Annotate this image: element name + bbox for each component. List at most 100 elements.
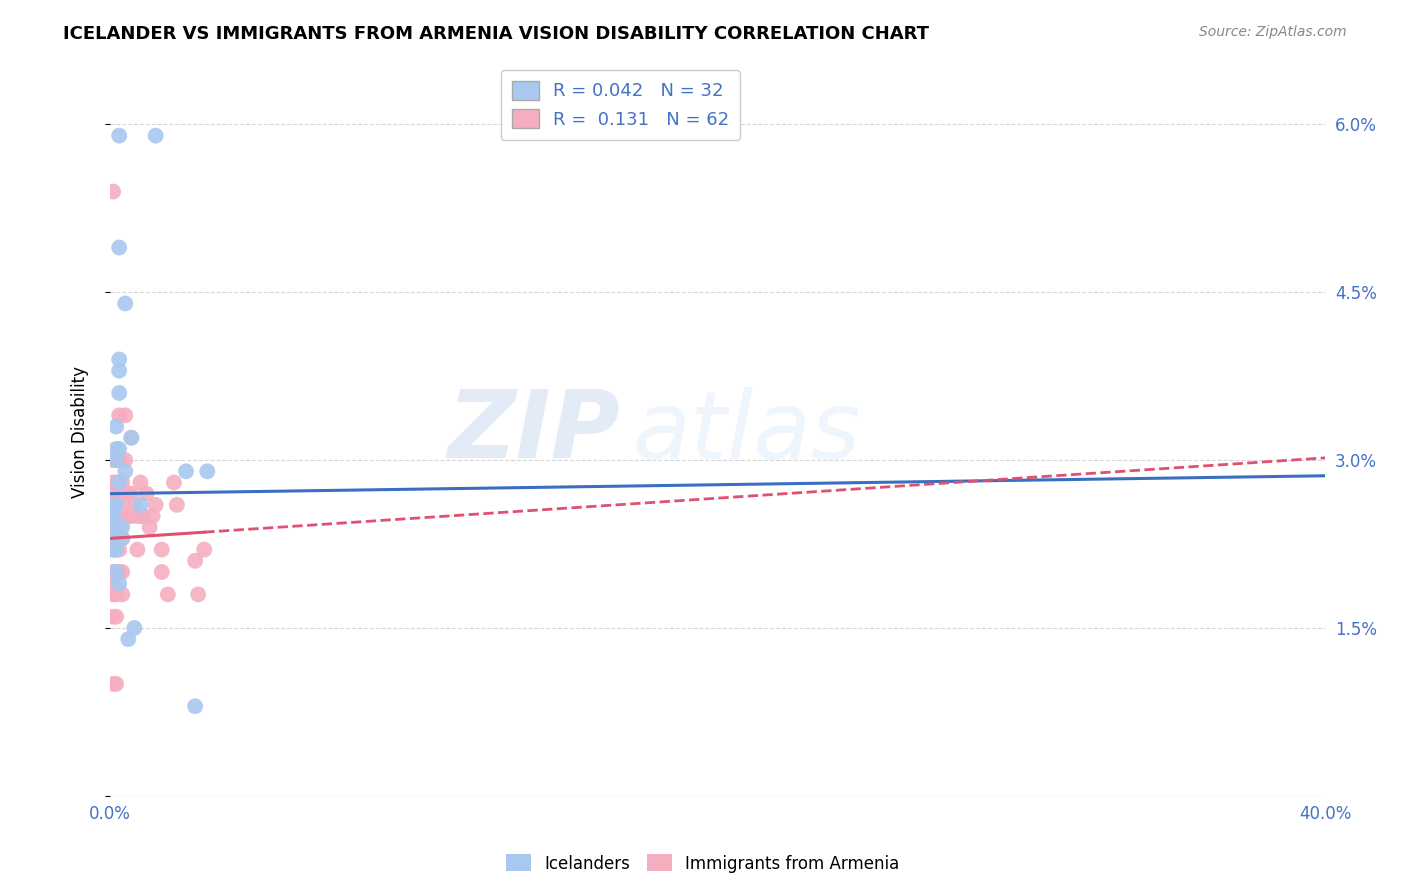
Point bbox=[101, 509, 124, 524]
Point bbox=[105, 565, 128, 579]
Point bbox=[105, 475, 128, 490]
Point bbox=[101, 520, 124, 534]
Point bbox=[101, 498, 124, 512]
Point bbox=[150, 565, 173, 579]
Point bbox=[108, 475, 131, 490]
Point bbox=[105, 453, 128, 467]
Point bbox=[124, 621, 146, 635]
Point bbox=[108, 576, 131, 591]
Point bbox=[124, 498, 146, 512]
Point bbox=[101, 542, 124, 557]
Point bbox=[101, 542, 124, 557]
Point bbox=[114, 464, 136, 478]
Point bbox=[135, 486, 157, 500]
Point bbox=[111, 587, 134, 601]
Point bbox=[127, 542, 149, 557]
Point bbox=[111, 498, 134, 512]
Point bbox=[117, 632, 139, 647]
Legend: R = 0.042   N = 32, R =  0.131   N = 62: R = 0.042 N = 32, R = 0.131 N = 62 bbox=[501, 70, 740, 140]
Point bbox=[108, 475, 131, 490]
Point bbox=[117, 486, 139, 500]
Text: ZIP: ZIP bbox=[447, 386, 620, 478]
Point bbox=[129, 509, 152, 524]
Point bbox=[108, 241, 131, 255]
Point bbox=[187, 587, 209, 601]
Point bbox=[108, 128, 131, 143]
Point bbox=[129, 475, 152, 490]
Point bbox=[108, 442, 131, 456]
Point bbox=[105, 609, 128, 624]
Point bbox=[101, 520, 124, 534]
Point bbox=[129, 498, 152, 512]
Point bbox=[120, 431, 142, 445]
Point bbox=[108, 453, 131, 467]
Point bbox=[105, 498, 128, 512]
Point bbox=[111, 532, 134, 546]
Point bbox=[114, 409, 136, 423]
Point bbox=[108, 520, 131, 534]
Text: Source: ZipAtlas.com: Source: ZipAtlas.com bbox=[1199, 25, 1347, 39]
Point bbox=[145, 128, 167, 143]
Point bbox=[184, 554, 207, 568]
Point bbox=[105, 498, 128, 512]
Point bbox=[108, 363, 131, 377]
Point bbox=[105, 520, 128, 534]
Y-axis label: Vision Disability: Vision Disability bbox=[72, 366, 89, 498]
Point bbox=[105, 442, 128, 456]
Point bbox=[101, 475, 124, 490]
Point bbox=[105, 419, 128, 434]
Point bbox=[101, 498, 124, 512]
Point bbox=[145, 498, 167, 512]
Text: atlas: atlas bbox=[633, 386, 860, 477]
Point bbox=[108, 352, 131, 367]
Point bbox=[111, 565, 134, 579]
Point bbox=[156, 587, 179, 601]
Point bbox=[114, 296, 136, 310]
Legend: Icelanders, Immigrants from Armenia: Icelanders, Immigrants from Armenia bbox=[499, 847, 907, 880]
Point bbox=[105, 565, 128, 579]
Point bbox=[108, 509, 131, 524]
Point bbox=[105, 453, 128, 467]
Point bbox=[101, 677, 124, 691]
Point bbox=[105, 486, 128, 500]
Point bbox=[105, 677, 128, 691]
Point bbox=[120, 509, 142, 524]
Point bbox=[101, 453, 124, 467]
Point bbox=[174, 464, 197, 478]
Point bbox=[163, 475, 186, 490]
Point bbox=[120, 486, 142, 500]
Point bbox=[111, 520, 134, 534]
Point bbox=[101, 509, 124, 524]
Point bbox=[108, 409, 131, 423]
Point bbox=[117, 509, 139, 524]
Point bbox=[105, 542, 128, 557]
Point bbox=[108, 386, 131, 401]
Point bbox=[120, 431, 142, 445]
Point bbox=[114, 453, 136, 467]
Point bbox=[108, 542, 131, 557]
Point bbox=[193, 542, 215, 557]
Point bbox=[184, 699, 207, 714]
Point bbox=[101, 532, 124, 546]
Point bbox=[101, 532, 124, 546]
Point bbox=[108, 565, 131, 579]
Point bbox=[105, 587, 128, 601]
Point bbox=[111, 532, 134, 546]
Point bbox=[150, 542, 173, 557]
Point bbox=[114, 486, 136, 500]
Point bbox=[111, 475, 134, 490]
Point bbox=[138, 520, 160, 534]
Point bbox=[101, 576, 124, 591]
Point bbox=[101, 185, 124, 199]
Point bbox=[101, 486, 124, 500]
Point bbox=[101, 587, 124, 601]
Point bbox=[142, 509, 165, 524]
Point bbox=[195, 464, 218, 478]
Point bbox=[132, 509, 155, 524]
Point bbox=[101, 565, 124, 579]
Point bbox=[101, 609, 124, 624]
Point bbox=[166, 498, 188, 512]
Text: ICELANDER VS IMMIGRANTS FROM ARMENIA VISION DISABILITY CORRELATION CHART: ICELANDER VS IMMIGRANTS FROM ARMENIA VIS… bbox=[63, 25, 929, 43]
Point bbox=[101, 509, 124, 524]
Point bbox=[105, 542, 128, 557]
